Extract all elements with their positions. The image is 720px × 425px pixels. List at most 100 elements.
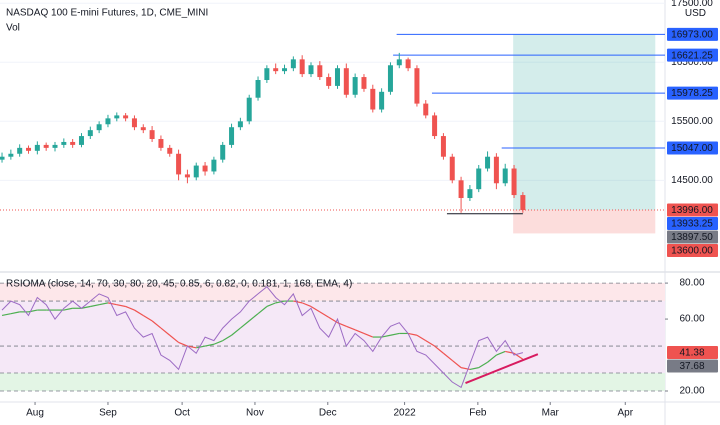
ma-segment bbox=[390, 332, 400, 336]
volume-label: Vol bbox=[6, 23, 20, 34]
indicator-title: RSIOMA (close, 14, 70, 30, 80, 20, 45, 0… bbox=[6, 279, 352, 290]
y-tick-label: 20.00 bbox=[679, 386, 704, 397]
candle-body bbox=[485, 156, 491, 169]
currency: USD bbox=[685, 8, 706, 19]
candle-body bbox=[493, 156, 499, 184]
candle-body bbox=[352, 77, 358, 95]
candle-body bbox=[379, 91, 385, 110]
support-label-box bbox=[667, 217, 718, 231]
candle-body bbox=[317, 65, 323, 78]
band bbox=[0, 373, 665, 392]
candle-body bbox=[202, 165, 208, 172]
ma-segment bbox=[10, 311, 20, 315]
candle-body bbox=[396, 59, 402, 66]
ma-segment bbox=[363, 332, 374, 338]
candle-body bbox=[105, 118, 111, 125]
ma-segment bbox=[240, 320, 250, 329]
candle-body bbox=[211, 159, 217, 172]
ma-segment bbox=[487, 354, 497, 363]
candle-body bbox=[273, 68, 279, 72]
candle-body bbox=[167, 147, 173, 154]
ma-segment bbox=[478, 361, 488, 369]
stop-label: 13600.00 bbox=[671, 246, 713, 257]
marker-label-box bbox=[667, 230, 718, 244]
ma-segment bbox=[416, 334, 427, 342]
y-tick-label: 60.00 bbox=[679, 314, 704, 325]
ma-segment bbox=[99, 302, 109, 306]
ma-segment bbox=[196, 345, 206, 349]
ma-segment bbox=[116, 304, 126, 308]
candle-body bbox=[511, 168, 517, 196]
x-tick-label: Nov bbox=[246, 408, 264, 419]
candle-body bbox=[264, 68, 270, 81]
support-label: 13933.25 bbox=[671, 219, 713, 230]
ma-segment bbox=[160, 327, 171, 336]
candle-body bbox=[282, 68, 288, 72]
candle-body bbox=[432, 115, 438, 137]
ma-segment bbox=[443, 352, 453, 361]
candle-body bbox=[246, 97, 252, 122]
x-tick-label: Dec bbox=[319, 408, 337, 419]
level-label: 15978.25 bbox=[671, 88, 713, 99]
candle-body bbox=[308, 65, 314, 75]
candle-body bbox=[229, 127, 235, 145]
ma-segment bbox=[451, 359, 462, 369]
candle-body bbox=[43, 144, 49, 148]
candle-body bbox=[193, 165, 199, 178]
level-label-box bbox=[667, 27, 718, 41]
ma-segment bbox=[63, 307, 73, 311]
ma-segment bbox=[293, 300, 303, 304]
ma-segment bbox=[213, 340, 223, 345]
ma-segment bbox=[319, 311, 329, 318]
candle-body bbox=[34, 144, 40, 151]
ma-segment bbox=[231, 327, 241, 336]
y-tick-label: 80.00 bbox=[679, 278, 704, 289]
candle-body bbox=[87, 130, 93, 137]
band bbox=[0, 283, 665, 302]
ma-segment bbox=[301, 302, 312, 308]
y-tick-label: 16500.00 bbox=[671, 57, 713, 68]
ma-segment bbox=[169, 334, 179, 343]
ma-segment bbox=[354, 329, 365, 335]
candle-body bbox=[326, 77, 332, 86]
ma-segment bbox=[187, 345, 197, 349]
candle-body bbox=[70, 141, 76, 145]
candle-body bbox=[440, 136, 446, 157]
ma-segment bbox=[275, 300, 285, 304]
level-label-box bbox=[667, 48, 718, 62]
ma-label-box bbox=[667, 359, 718, 373]
ma-segment bbox=[310, 305, 321, 313]
ma-segment bbox=[204, 343, 215, 347]
marker-label: 13897.50 bbox=[671, 232, 713, 243]
candle-body bbox=[8, 153, 14, 157]
candle-body bbox=[220, 144, 226, 160]
ma-segment bbox=[257, 306, 268, 315]
x-tick-label: Feb bbox=[469, 408, 487, 419]
candle-body bbox=[78, 136, 84, 145]
candle-body bbox=[26, 147, 32, 151]
ma-label: 37.68 bbox=[679, 361, 704, 372]
ma-segment bbox=[1, 313, 11, 317]
ma-segment bbox=[222, 334, 232, 342]
candle-body bbox=[140, 127, 146, 131]
candle-body bbox=[405, 59, 411, 69]
candle-body bbox=[414, 68, 420, 104]
rsi-label: 41.38 bbox=[679, 348, 704, 359]
candle-body bbox=[17, 147, 23, 154]
position-profit bbox=[513, 34, 656, 211]
ma-segment bbox=[381, 334, 391, 338]
level-label-box bbox=[667, 141, 718, 155]
x-tick-label: Sep bbox=[99, 408, 117, 419]
candle-body bbox=[343, 68, 349, 95]
y-tick-label: 17500.00 bbox=[671, 0, 713, 9]
x-tick-label: Aug bbox=[26, 408, 44, 419]
candle-body bbox=[476, 168, 482, 190]
rsi-line bbox=[1, 285, 524, 389]
candle-body bbox=[255, 80, 261, 98]
candle-body bbox=[237, 121, 243, 128]
x-tick-label: Oct bbox=[174, 408, 190, 419]
x-tick-label: Mar bbox=[542, 408, 560, 419]
candle-body bbox=[96, 124, 102, 131]
candle-body bbox=[290, 59, 296, 69]
